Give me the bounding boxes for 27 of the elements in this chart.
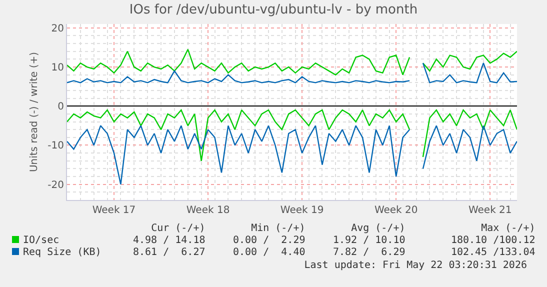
text: 180.10 /100.12 bbox=[450, 234, 536, 246]
text: 0.00 / 2.29 bbox=[232, 234, 306, 246]
x-tick-label: Week 20 bbox=[374, 205, 418, 216]
text: 1.92 / 10.10 bbox=[332, 234, 406, 246]
text: 7.82 / 6.29 bbox=[332, 246, 406, 258]
text: 8.61 / 6.27 bbox=[133, 246, 206, 258]
x-tick-label: Week 18 bbox=[186, 205, 230, 216]
chart-title: IOs for /dev/ubuntu-vg/ubuntu-lv - by month bbox=[129, 2, 418, 18]
y-tick-label: 0 bbox=[58, 102, 64, 113]
y-tick-label: 20 bbox=[51, 23, 64, 34]
y-tick-label: -10 bbox=[48, 140, 64, 152]
text: 102.45 /133.04 bbox=[450, 246, 536, 258]
text: 4.98 / 14.18 bbox=[133, 234, 206, 246]
text: Avg (-/+) bbox=[350, 222, 406, 234]
y-tick-label: 10 bbox=[51, 62, 64, 74]
legend-label: IO/sec bbox=[22, 234, 60, 246]
text: Max (-/+) bbox=[480, 222, 536, 234]
text: Min (-/+) bbox=[250, 222, 306, 234]
y-axis-title: Units read (-) / write (+) bbox=[29, 52, 40, 172]
x-tick-label: Week 17 bbox=[92, 205, 136, 216]
y-tick-label: -20 bbox=[48, 180, 64, 191]
x-tick-label: Week 21 bbox=[468, 205, 512, 216]
text: 0.00 / 4.40 bbox=[232, 246, 306, 258]
legend-label: Req Size (KB) bbox=[22, 246, 102, 258]
x-tick-label: Week 19 bbox=[280, 205, 324, 216]
text: Last update: Fri May 22 03:20:31 2026 bbox=[304, 260, 527, 271]
text: Cur (-/+) bbox=[150, 222, 206, 234]
